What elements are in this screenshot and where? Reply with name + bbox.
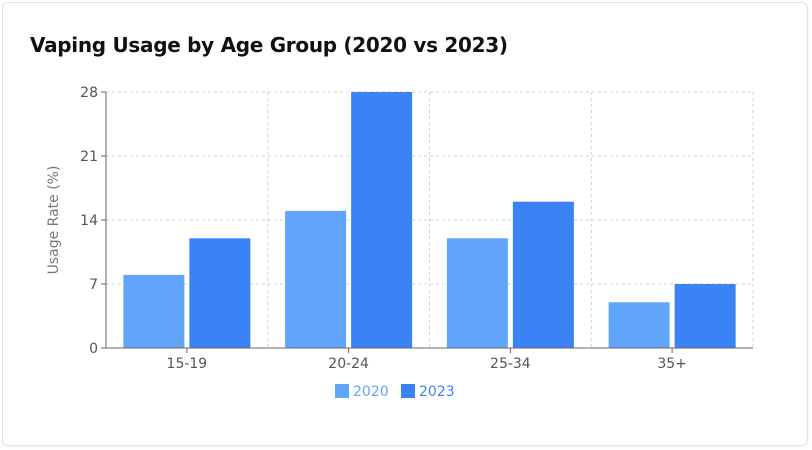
legend-label-2020[interactable]: 2020 bbox=[353, 384, 389, 400]
chart-title: Vaping Usage by Age Group (2020 vs 2023) bbox=[30, 33, 508, 57]
legend-label-2023[interactable]: 2023 bbox=[419, 384, 455, 400]
x-tick-label: 35+ bbox=[657, 356, 687, 372]
legend-swatch-2020 bbox=[335, 384, 349, 398]
y-tick-label: 7 bbox=[89, 277, 98, 293]
bar-2020-15-19 bbox=[123, 274, 185, 348]
bar-2020-20-24 bbox=[285, 210, 347, 348]
x-tick-label: 20-24 bbox=[328, 356, 369, 372]
y-tick-label: 28 bbox=[80, 85, 98, 101]
x-tick-label: 15-19 bbox=[167, 356, 208, 372]
bar-2023-25-34 bbox=[512, 201, 574, 348]
x-tick-label: 25-34 bbox=[490, 356, 531, 372]
bar-2020-35+ bbox=[608, 302, 670, 348]
y-tick-label: 21 bbox=[80, 149, 98, 165]
y-axis-label: Usage Rate (%) bbox=[46, 166, 62, 275]
y-tick-label: 0 bbox=[89, 341, 98, 357]
bar-2023-15-19 bbox=[189, 238, 251, 348]
bar-2023-20-24 bbox=[351, 92, 413, 348]
bar-2020-25-34 bbox=[446, 238, 508, 348]
y-tick-label: 14 bbox=[80, 213, 98, 229]
bar-2023-35+ bbox=[674, 284, 736, 348]
legend-swatch-2023 bbox=[401, 384, 415, 398]
